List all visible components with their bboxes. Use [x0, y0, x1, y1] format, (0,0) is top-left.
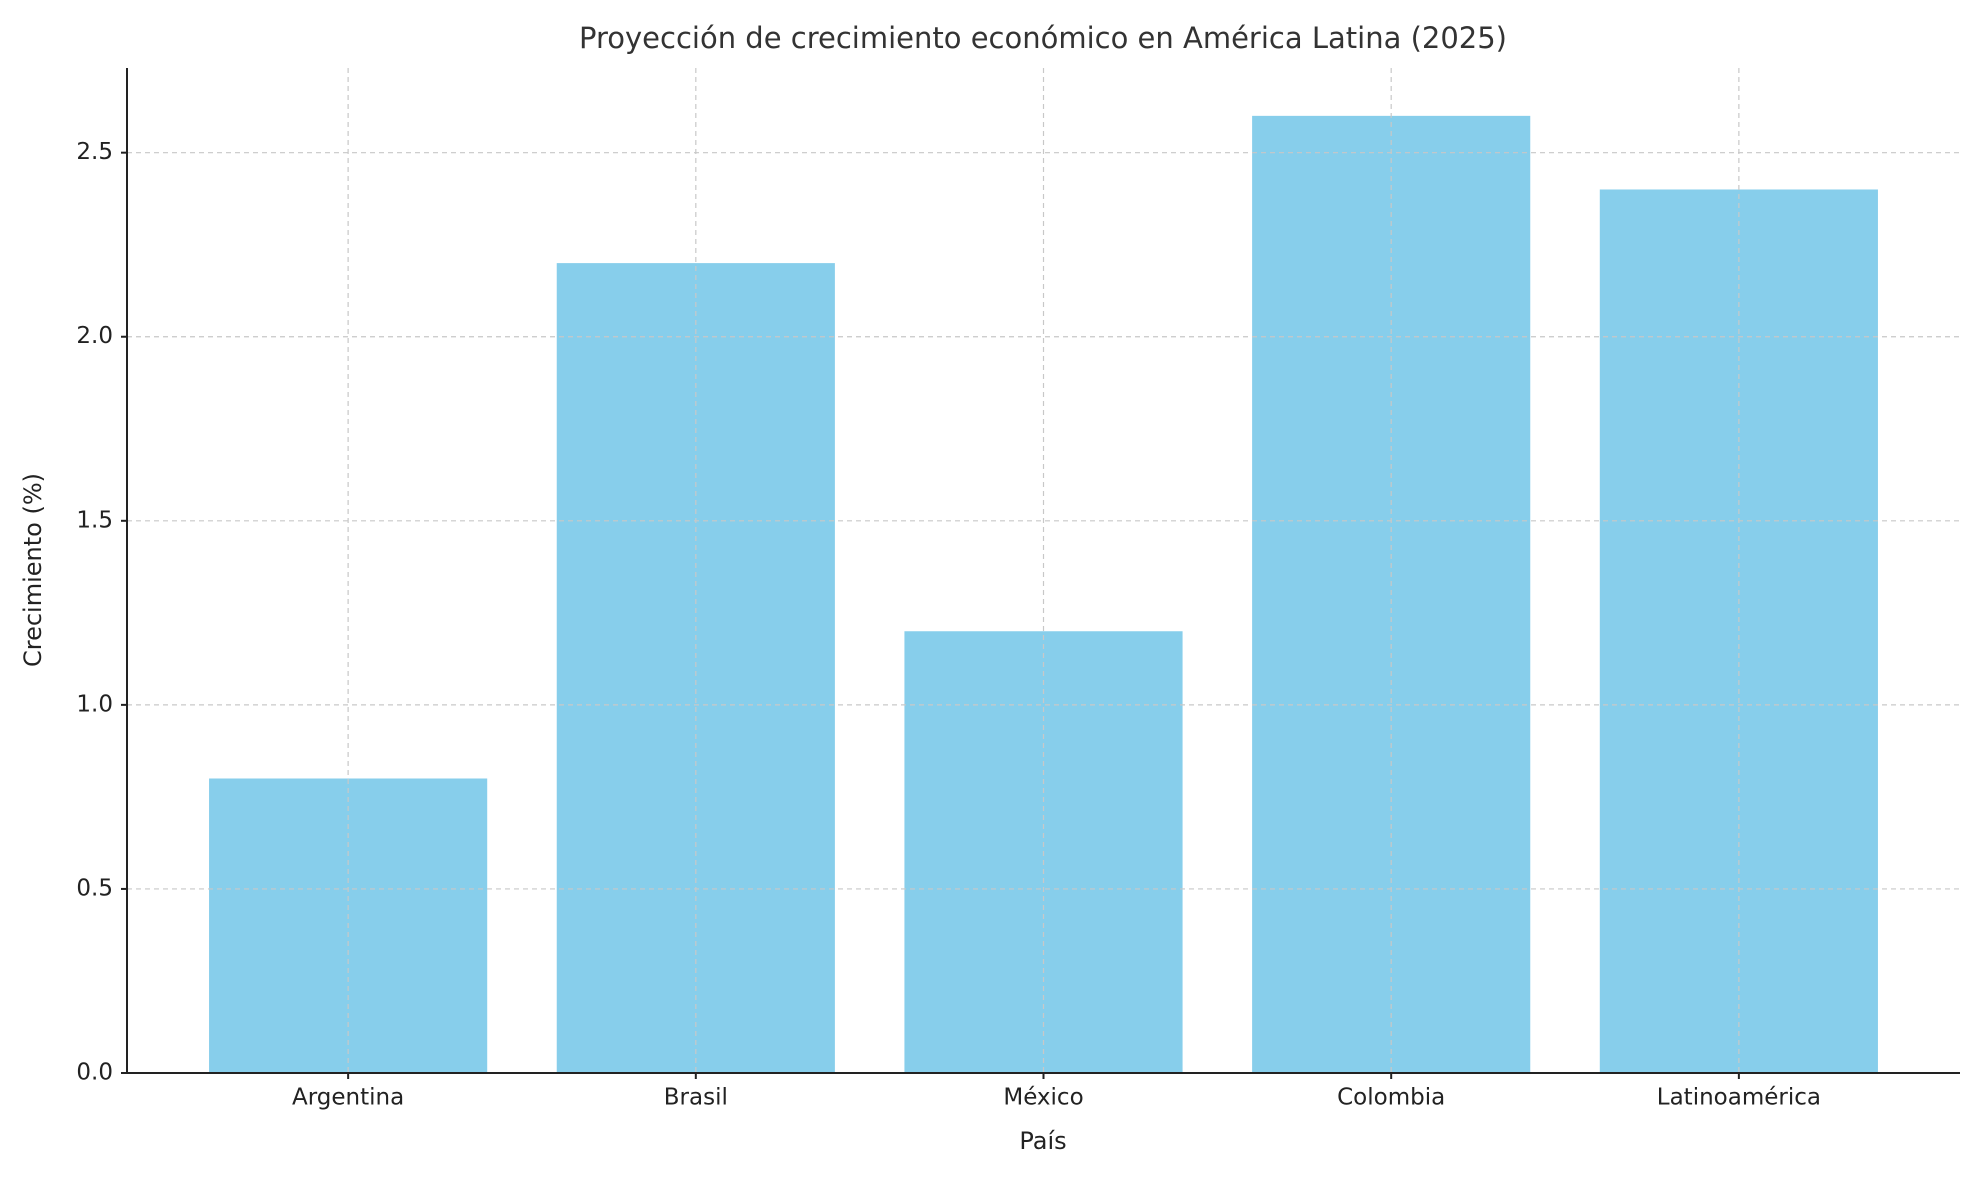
- bar: [556, 263, 835, 1074]
- chart-title: Proyección de crecimiento económico en A…: [579, 21, 1507, 55]
- y-tick-label: 0.0: [76, 1060, 113, 1086]
- x-tick-label: Colombia: [1337, 1085, 1445, 1111]
- y-tick-label: 2.0: [76, 323, 113, 349]
- y-tick-label: 0.5: [76, 875, 113, 901]
- x-axis-label: País: [1019, 1127, 1066, 1155]
- y-tick-label: 1.0: [76, 691, 113, 717]
- y-tick-label: 1.5: [76, 507, 113, 533]
- x-tick-label: Brasil: [664, 1085, 728, 1111]
- x-tick-label: Argentina: [292, 1085, 404, 1111]
- x-tick-label: Latinoamérica: [1657, 1085, 1821, 1111]
- y-axis-label: Crecimiento (%): [19, 473, 47, 667]
- x-tick-label: México: [1003, 1085, 1083, 1111]
- y-tick-label: 2.5: [76, 139, 113, 165]
